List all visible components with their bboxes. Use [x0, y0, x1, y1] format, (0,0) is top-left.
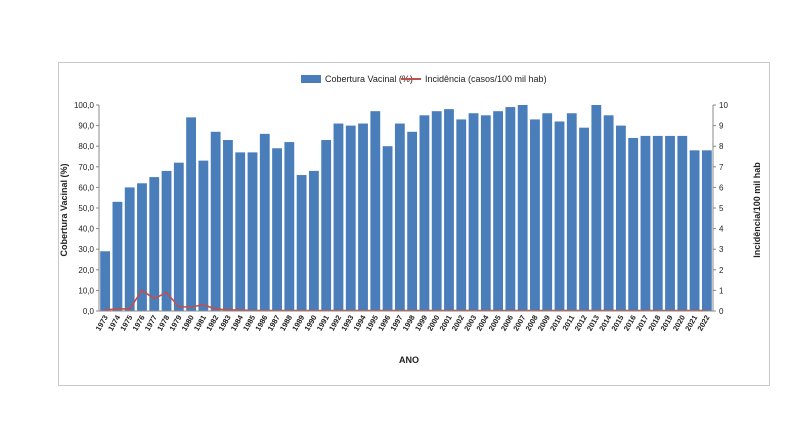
legend: Cobertura Vacinal (%) Incidência (casos/…	[301, 74, 547, 84]
legend-label-line: Incidência (casos/100 mil hab)	[425, 74, 547, 84]
bar-1982	[210, 131, 221, 311]
bar-1997	[394, 123, 405, 311]
incidence-point-1973	[104, 309, 106, 311]
y-tick-label-left: 60,0	[78, 183, 94, 192]
bar-1983	[223, 140, 233, 311]
x-tick-label: 2010	[548, 314, 564, 333]
y-tick-label-right: 9	[719, 122, 724, 131]
y-tick-label-right: 7	[719, 163, 724, 172]
bar-2019	[665, 135, 675, 311]
x-axis: 1973197419751976197719781979198019811982…	[94, 310, 713, 333]
legend-swatch-bar	[301, 75, 321, 83]
y-tick-label-right: 6	[719, 183, 724, 192]
bar-1986	[259, 133, 270, 311]
bar-1978	[161, 170, 172, 311]
y-tick-label-right: 5	[719, 204, 724, 213]
y-tick-label-left: 0,0	[83, 307, 95, 316]
y-tick-label-left: 50,0	[78, 204, 94, 213]
bar-1974	[112, 201, 123, 311]
y-tick-label-right: 8	[719, 142, 724, 151]
incidence-point-1981	[202, 304, 205, 306]
y-axis-left-title: Cobertura Vacinal (%)	[59, 163, 69, 256]
bar-2021	[689, 150, 700, 311]
bar-2002	[456, 119, 467, 311]
bar-1980	[186, 117, 197, 311]
bar-1981	[198, 160, 209, 311]
y-tick-label-left: 10,0	[78, 286, 94, 295]
incidence-point-1976	[141, 289, 143, 292]
incidence-point-1980	[190, 306, 192, 308]
bar-2017	[640, 135, 651, 311]
bar-2011	[566, 113, 577, 311]
incidence-point-1979	[178, 306, 180, 308]
bar-2020	[677, 135, 688, 311]
incidence-point-1974	[116, 308, 119, 310]
bar-2010	[554, 121, 565, 311]
bar-1992	[333, 123, 344, 311]
y-tick-label-left: 20,0	[78, 266, 94, 275]
y-tick-label-right: 1	[719, 286, 724, 295]
y-tick-label-left: 30,0	[78, 245, 94, 254]
incidence-point-1977	[153, 297, 156, 300]
y-tick-label-right: 3	[719, 245, 724, 254]
bar-2004	[480, 115, 491, 311]
chart-svg: Cobertura Vacinal (%) Incidência (casos/…	[59, 74, 762, 365]
bar-2006	[505, 107, 516, 311]
bar-1979	[173, 162, 184, 311]
bar-1985	[247, 152, 258, 311]
y-axis-right: 0 1 2 3 4 5 6 7 8 9 10	[712, 101, 728, 316]
bar-1999	[419, 115, 430, 311]
chart-frame: Cobertura Vacinal (%) Incidência (casos/…	[58, 62, 770, 386]
bar-2016	[628, 137, 639, 311]
bar-1973	[100, 251, 111, 311]
bar-2000	[431, 111, 442, 312]
bar-1991	[321, 140, 332, 311]
bar-2008	[530, 119, 540, 311]
bar-1996	[382, 146, 393, 311]
x-tick-label: 2022	[695, 314, 711, 333]
bar-2015	[615, 125, 626, 311]
bar-2005	[493, 111, 504, 312]
bar-1990	[308, 170, 319, 311]
bar-2001	[444, 109, 454, 311]
bar-1994	[358, 123, 368, 311]
incidence-point-1982	[214, 308, 217, 310]
y-tick-label-right: 2	[719, 266, 724, 275]
bar-2013	[591, 105, 602, 311]
legend-label-bar: Cobertura Vacinal (%)	[325, 74, 413, 84]
incidence-point-1975	[128, 308, 131, 310]
bar-1984	[235, 152, 246, 311]
bar-2009	[542, 113, 553, 311]
bar-1989	[296, 175, 307, 311]
bar-1987	[272, 148, 282, 311]
y-axis-left: 0,0 10,0 20,0 30,0 40,0 50,0 60,0 70,0 80,0 90,0 1…	[74, 101, 100, 316]
x-axis-title: ANO	[399, 355, 419, 365]
y-tick-label-right: 4	[719, 225, 724, 234]
incidence-point-1983	[227, 309, 229, 311]
bar-2014	[603, 115, 614, 311]
bar-2012	[579, 127, 589, 311]
y-axis-right-title: Incidência/100 mil hab	[752, 162, 762, 258]
bar-2003	[468, 113, 479, 311]
y-tick-label-left: 40,0	[78, 225, 94, 234]
bar-1995	[370, 111, 381, 312]
bar-2022	[701, 150, 712, 311]
y-tick-label-right: 0	[719, 307, 724, 316]
y-tick-label-left: 70,0	[78, 163, 94, 172]
y-tick-label-left: 90,0	[78, 122, 94, 131]
incidence-point-1984	[239, 309, 242, 311]
incidence-point-1978	[165, 291, 168, 294]
y-tick-label-right: 10	[719, 101, 728, 110]
bar-series	[100, 105, 712, 312]
bar-1988	[284, 142, 295, 311]
bar-1975	[124, 187, 135, 311]
bar-1976	[137, 183, 147, 311]
bar-1977	[149, 177, 160, 311]
y-tick-label-left: 80,0	[78, 142, 94, 151]
bar-2018	[652, 135, 663, 311]
y-tick-label-left: 100,0	[74, 101, 95, 110]
bar-1998	[407, 131, 418, 311]
bar-2007	[517, 105, 528, 311]
bar-1993	[345, 125, 356, 311]
